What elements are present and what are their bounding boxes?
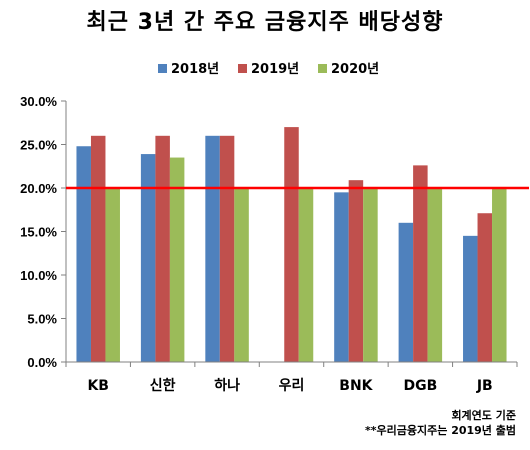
x-tick-label: 우리 (279, 378, 305, 394)
y-tick-label: 10.0% (20, 268, 57, 283)
y-tick-label: 0.0% (27, 355, 57, 370)
bar-우리-2020년 (298, 188, 314, 362)
x-tick-label: DGB (403, 378, 437, 394)
legend-label: 2018년 (171, 62, 219, 77)
note-basis: 회계연도 기준 (451, 409, 516, 422)
bar-BNK-2018년 (334, 192, 349, 362)
bar-DGB-2018년 (398, 222, 414, 362)
bar-우리-2019년 (284, 127, 299, 362)
bar-하나-2018년 (205, 135, 220, 362)
bars (76, 127, 507, 362)
bar-하나-2020년 (234, 188, 249, 362)
chart-title: 최근 3년 간 주요 금융지주 배당성향 (86, 10, 444, 35)
x-tick-label: KB (87, 378, 109, 394)
legend-label: 2019년 (251, 62, 299, 77)
bar-KB-2019년 (90, 135, 106, 362)
notes: 회계연도 기준 **우리금융지주는 2019년 출범 (365, 408, 516, 438)
bar-신한-2018년 (140, 154, 156, 362)
bar-신한-2019년 (155, 135, 170, 362)
bar-DGB-2020년 (427, 188, 443, 362)
bar-JB-2019년 (477, 213, 493, 362)
bar-KB-2020년 (105, 188, 120, 362)
x-tick-label: 하나 (214, 377, 240, 394)
y-tick-label: 25.0% (20, 138, 57, 153)
legend: 2018년 2019년 2020년 (158, 62, 379, 77)
legend-label: 2020년 (331, 62, 379, 77)
x-axis: KB 신한 하나 우리 BNK DGB JB (65, 361, 518, 394)
bar-하나-2019년 (219, 135, 235, 362)
bar-JB-2018년 (463, 235, 478, 362)
x-tick-label: JB (476, 378, 493, 394)
legend-swatch (158, 64, 167, 73)
bar-KB-2018년 (76, 146, 91, 362)
y-axis: 0.0% 5.0% 10.0% 15.0% 20.0% 25.0% 30.0% (20, 94, 67, 370)
bar-DGB-2019년 (413, 165, 428, 362)
y-tick-label: 20.0% (20, 181, 57, 196)
y-tick-label: 5.0% (27, 312, 57, 327)
y-tick-label: 15.0% (20, 225, 57, 240)
note-woori: **우리금융지주는 2019년 출범 (365, 424, 516, 437)
y-tick-label: 30.0% (20, 94, 57, 109)
x-tick-label: BNK (339, 378, 373, 394)
bar-JB-2020년 (492, 188, 507, 362)
bar-BNK-2020년 (363, 188, 378, 362)
legend-swatch (238, 64, 247, 73)
bar-신한-2020년 (169, 157, 185, 362)
x-tick-label: 신한 (150, 378, 176, 394)
bar-BNK-2019년 (348, 180, 364, 362)
legend-swatch (318, 64, 327, 73)
